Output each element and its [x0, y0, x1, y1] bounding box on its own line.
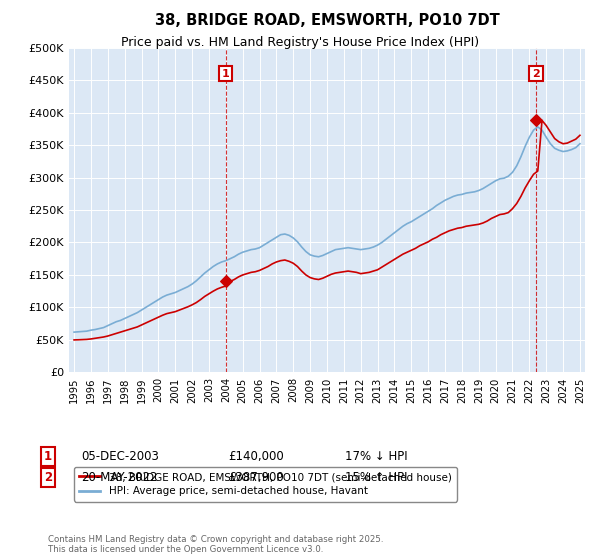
Legend: 38, BRIDGE ROAD, EMSWORTH, PO10 7DT (semi-detached house), HPI: Average price, s: 38, BRIDGE ROAD, EMSWORTH, PO10 7DT (sem… [74, 467, 457, 502]
Text: 20-MAY-2022: 20-MAY-2022 [81, 470, 157, 484]
Text: 1: 1 [222, 68, 230, 78]
Text: 2: 2 [532, 68, 540, 78]
Point [531, 116, 541, 125]
Title: 38, BRIDGE ROAD, EMSWORTH, PO10 7DT: 38, BRIDGE ROAD, EMSWORTH, PO10 7DT [155, 13, 499, 29]
Text: £387,900: £387,900 [228, 470, 284, 484]
Text: 2: 2 [44, 470, 52, 484]
Text: 05-DEC-2003: 05-DEC-2003 [81, 450, 159, 463]
Text: Contains HM Land Registry data © Crown copyright and database right 2025.
This d: Contains HM Land Registry data © Crown c… [48, 535, 383, 554]
Text: 17% ↓ HPI: 17% ↓ HPI [345, 450, 407, 463]
Text: 15% ↑ HPI: 15% ↑ HPI [345, 470, 407, 484]
Text: £140,000: £140,000 [228, 450, 284, 463]
Point [221, 277, 230, 286]
Text: 1: 1 [44, 450, 52, 463]
Text: Price paid vs. HM Land Registry's House Price Index (HPI): Price paid vs. HM Land Registry's House … [121, 36, 479, 49]
